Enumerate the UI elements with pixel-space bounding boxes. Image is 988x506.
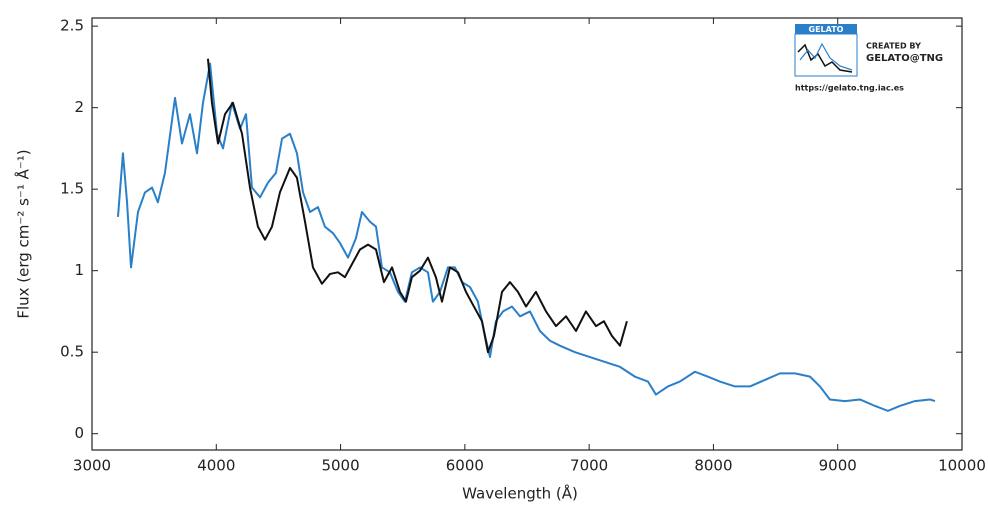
x-tick-label: 9000 (819, 457, 857, 475)
y-tick-label: 2.5 (60, 17, 84, 35)
logo-text: CREATED BY (866, 42, 921, 51)
y-tick-label: 2 (74, 98, 84, 116)
y-axis-label: Flux (erg cm⁻² s⁻¹ Å⁻¹) (14, 149, 33, 318)
spectrum-line (116, 62, 936, 412)
logo-curve (799, 42, 853, 71)
logo-curve (797, 43, 853, 73)
logo: GELATO CREATED BY GELATO@TNG https://gel… (794, 24, 943, 93)
y-tick-label: 0 (74, 424, 84, 442)
logo-box (794, 33, 858, 77)
x-tick-label: 8000 (694, 457, 732, 475)
x-tick-label: 7000 (570, 457, 608, 475)
x-tick-label: 6000 (446, 457, 484, 475)
spectrum-line (206, 58, 628, 354)
x-axis-label: Wavelength (Å) (462, 484, 578, 503)
x-tick-label: 3000 (73, 457, 111, 475)
x-tick-label: 5000 (321, 457, 359, 475)
y-tick-label: 1 (74, 261, 84, 279)
logo-url: https://gelato.tng.iac.es (795, 84, 904, 93)
plot-frame (91, 17, 963, 451)
x-tick-label: 4000 (197, 457, 235, 475)
y-tick-label: 1.5 (60, 180, 84, 198)
logo-text: GELATO@TNG (866, 53, 943, 64)
x-tick-label: 10000 (938, 457, 986, 475)
logo-title: GELATO (809, 25, 844, 34)
y-tick-label: 0.5 (60, 343, 84, 361)
logo-banner (795, 24, 857, 34)
